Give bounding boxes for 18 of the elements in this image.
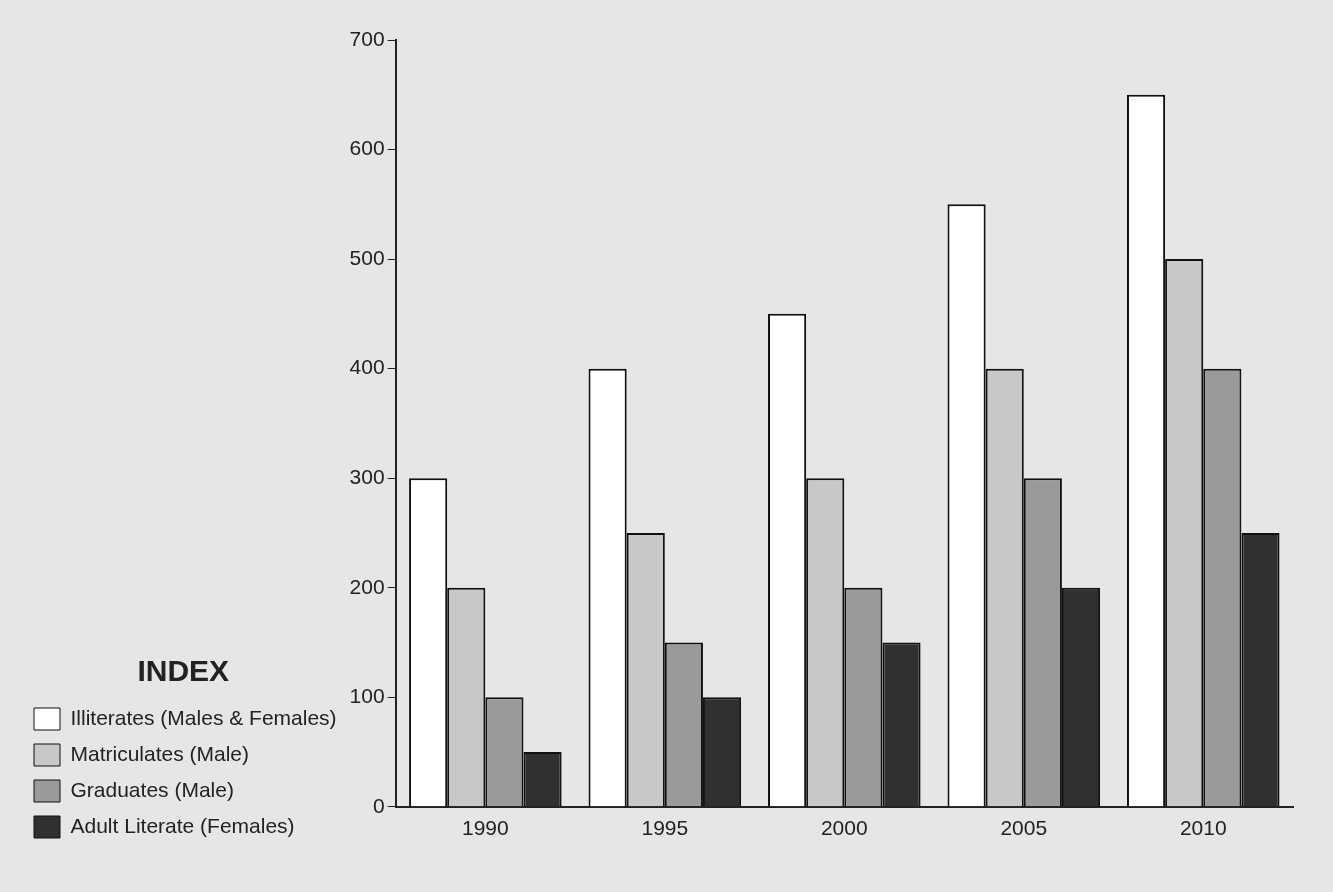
- x-tick-label: 2005: [1000, 816, 1048, 840]
- y-tick-label: 600: [349, 136, 385, 160]
- y-tick-label: 100: [349, 684, 385, 708]
- legend-label: Adult Literate (Females): [70, 813, 295, 837]
- y-tick-label: 700: [349, 26, 385, 50]
- x-tick-label: 2000: [820, 816, 868, 840]
- legend-title: INDEX: [137, 654, 230, 688]
- y-tick-label: 500: [349, 245, 385, 269]
- y-tick-label: 300: [349, 464, 385, 488]
- y-tick-label: 0: [372, 793, 385, 817]
- x-tick-label: 2010: [1179, 816, 1227, 840]
- legend-label: Graduates (Male): [70, 777, 234, 801]
- legend-label: Matriculates (Male): [70, 741, 250, 765]
- legend-label: Illiterates (Males & Females): [70, 705, 337, 729]
- x-tick-label: 1995: [641, 816, 689, 840]
- x-tick-label: 1990: [461, 816, 509, 840]
- y-tick-label: 200: [349, 574, 385, 598]
- y-tick-label: 400: [349, 355, 385, 379]
